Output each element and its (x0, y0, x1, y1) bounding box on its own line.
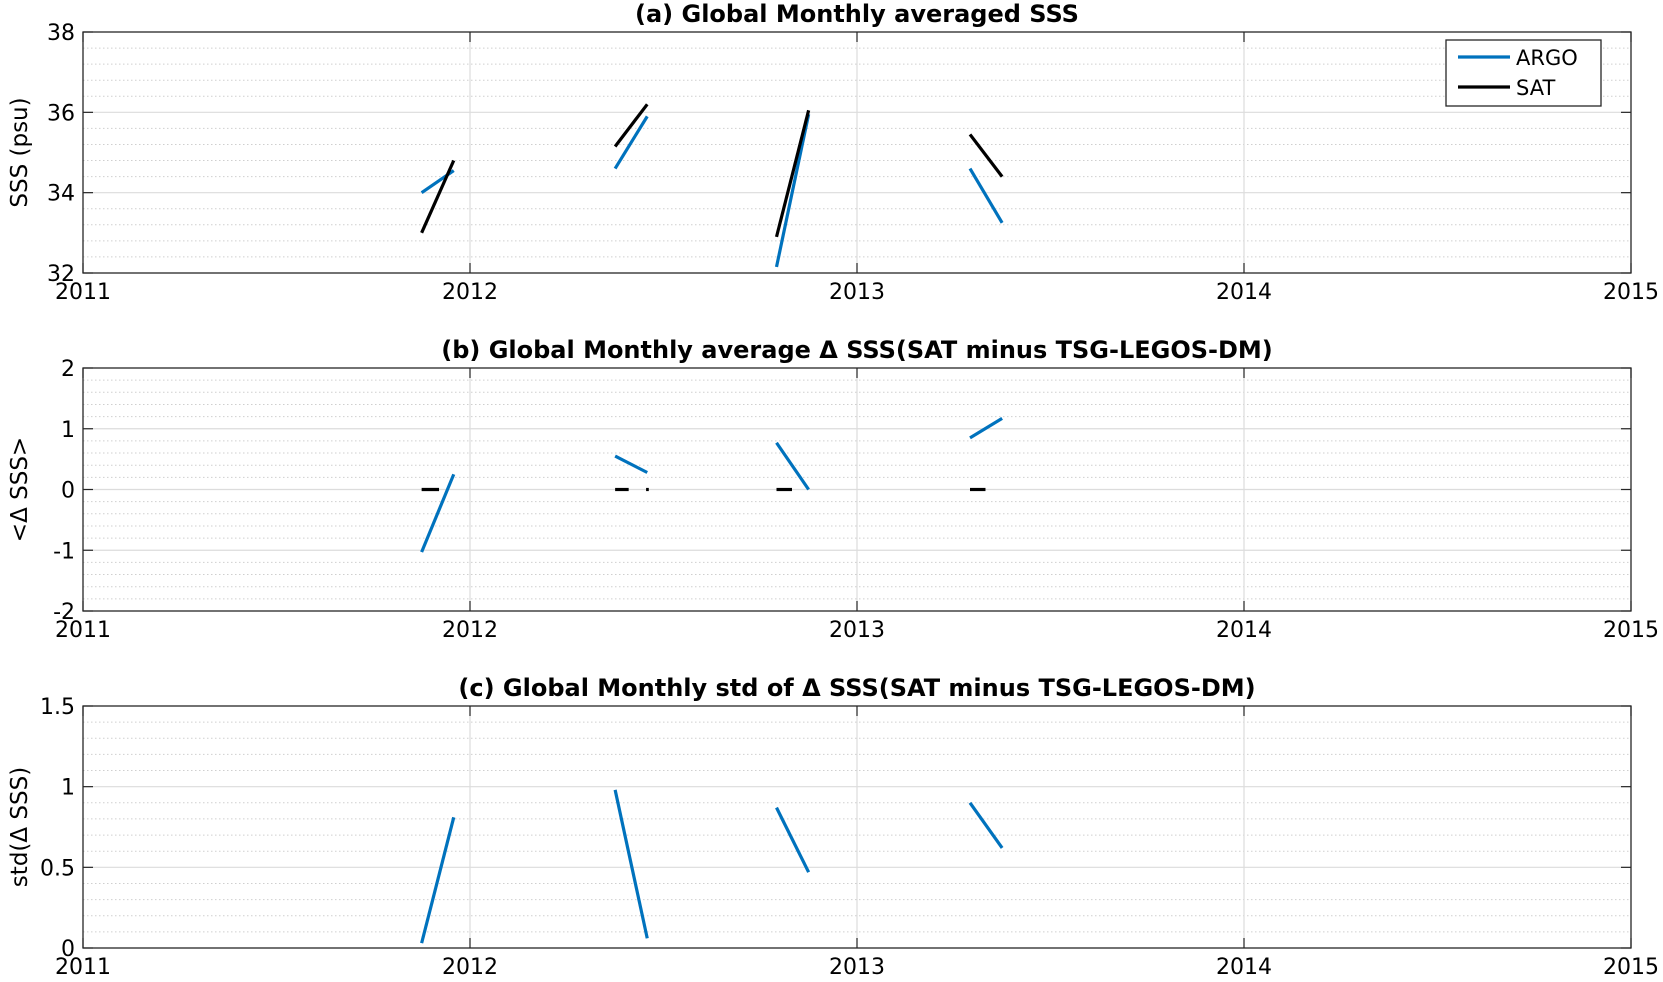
x-tick-label: 2011 (55, 618, 111, 643)
x-tick-label: 2014 (1216, 618, 1272, 643)
y-tick-label: -2 (53, 600, 75, 625)
y-axis-label: SSS (psu) (7, 97, 33, 207)
y-tick-label: 38 (47, 21, 75, 46)
chart-title: (b) Global Monthly average Δ SSS(SAT min… (441, 336, 1273, 364)
x-tick-label: 2012 (442, 618, 498, 643)
legend: ARGO SAT (1445, 39, 1602, 107)
y-tick-label: 1 (61, 418, 75, 443)
y-tick-label: 0 (61, 937, 75, 962)
sat-series-segment (420, 159, 456, 234)
x-tick-label: 2013 (829, 955, 885, 980)
y-axis-label: <Δ SSS> (7, 437, 33, 542)
argo-series-segment (968, 167, 1004, 224)
blue-series-segment (775, 806, 811, 873)
blue-series-segment (969, 417, 1003, 440)
x-tick-label: 2014 (1216, 955, 1272, 980)
legend-entry-label: SAT (1516, 76, 1555, 100)
x-tick-label: 2012 (442, 280, 498, 305)
argo-series-segment (774, 114, 811, 268)
y-tick-label: 0.5 (40, 856, 75, 881)
panel-c: 2011 2012 2013 2014 2015 0 0.5 1 1.5 (c) Global M… (7, 674, 1659, 980)
legend-box (1445, 39, 1602, 107)
x-tick-label: 2012 (442, 955, 498, 980)
x-tick-label: 2013 (829, 280, 885, 305)
legend-entry-label: ARGO (1516, 46, 1578, 70)
panel-b: 2011 2012 2013 2014 2015 -2 -1 0 1 2 (b) Global Mo… (7, 336, 1659, 643)
chart-title: (c) Global Monthly std of Δ SSS(SAT minu… (458, 674, 1255, 702)
sat-series-segment (968, 133, 1004, 178)
y-tick-label: 36 (47, 101, 75, 126)
y-axis-label: std(Δ SSS) (7, 767, 33, 887)
x-tick-label: 2014 (1216, 280, 1272, 305)
sat-series-segment (774, 109, 811, 238)
y-tick-label: -1 (53, 539, 75, 564)
x-tick-label: 2015 (1603, 955, 1659, 980)
x-tick-label: 2011 (55, 280, 111, 305)
y-tick-label: 2 (61, 357, 75, 382)
y-tick-label: 0 (61, 479, 75, 504)
argo-series-segment (613, 115, 649, 170)
blue-series-segment (968, 801, 1004, 849)
blue-series-segment (420, 816, 456, 944)
y-tick-label: 34 (47, 182, 75, 207)
x-tick-label: 2011 (55, 955, 111, 980)
blue-series-segment (420, 473, 456, 553)
y-tick-label: 1.5 (40, 695, 75, 720)
blue-series-segment (775, 441, 810, 491)
blue-series-segment (613, 789, 649, 939)
x-tick-label: 2015 (1603, 280, 1659, 305)
blue-series-segment (614, 454, 648, 474)
sat-series-segment (613, 103, 649, 148)
x-tick-label: 2013 (829, 618, 885, 643)
x-tick-label: 2015 (1603, 618, 1659, 643)
panel-a: 2011 2012 2013 2014 2015 32 34 36 38 (a) Global M… (7, 0, 1659, 305)
y-tick-label: 1 (61, 776, 75, 801)
y-tick-label: 32 (47, 262, 75, 287)
chart-title: (a) Global Monthly averaged SSS (635, 0, 1079, 28)
